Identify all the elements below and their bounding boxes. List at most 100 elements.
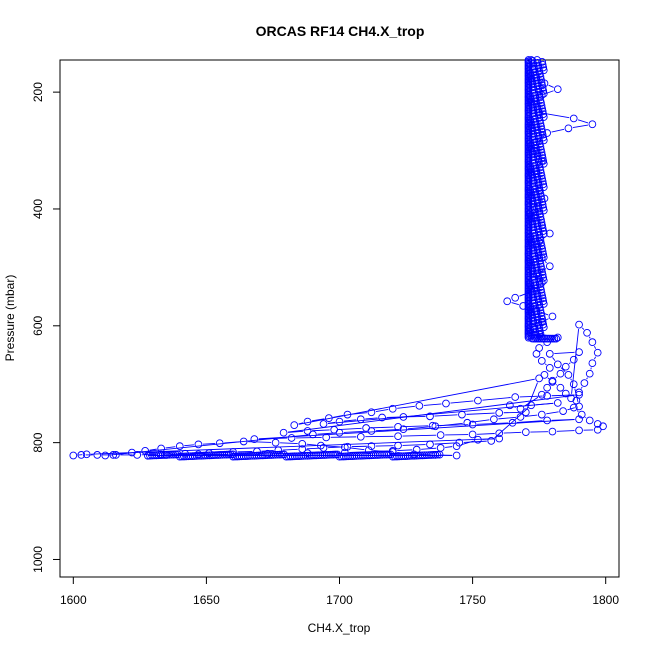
series-line-segment: [574, 388, 579, 403]
data-point: [575, 388, 583, 397]
data-point: [552, 334, 561, 343]
data-point: [541, 334, 549, 343]
data-point: [388, 404, 397, 413]
data-point: [343, 410, 352, 419]
data-point: [544, 334, 553, 343]
series-line-segment: [288, 394, 575, 433]
data-point: [356, 432, 365, 441]
data-point: [543, 383, 551, 392]
data-point: [194, 440, 203, 449]
data-point: [468, 420, 477, 429]
data-point: [553, 360, 562, 369]
series-line-segment: [588, 336, 591, 339]
data-point: [506, 401, 514, 410]
series-line-segment: [280, 442, 298, 445]
data-point: [593, 348, 602, 357]
y-tick-label: 800: [31, 432, 45, 452]
x-axis: 1600 1650 1700 1750 1800: [60, 577, 619, 607]
data-point: [548, 376, 557, 385]
data-point: [537, 357, 546, 365]
x-tick-label: 1750: [459, 593, 486, 607]
data-point: [559, 407, 567, 415]
data-point: [474, 435, 482, 444]
data-point: [543, 129, 551, 137]
series-line-segment: [568, 362, 571, 365]
data-point: [309, 430, 317, 439]
series-line-segment: [586, 377, 588, 380]
series-line-segment: [375, 428, 399, 432]
data-point: [325, 414, 333, 422]
series-line-segment: [325, 445, 341, 448]
data-point: [93, 451, 102, 459]
data-point: [428, 421, 437, 430]
data-point: [175, 442, 184, 450]
data-point: [287, 434, 296, 442]
data-point: [588, 120, 597, 129]
data-point: [378, 413, 386, 422]
data-point: [215, 439, 224, 448]
series-line-segment: [477, 433, 495, 435]
y-axis: 200 400 600 800 1000: [31, 82, 60, 573]
data-point: [109, 451, 118, 459]
series-line-segment: [594, 345, 597, 349]
y-tick-label: 600: [31, 315, 45, 335]
x-tick-label: 1600: [60, 593, 87, 607]
data-point: [540, 371, 549, 379]
series-line-segment: [202, 443, 216, 445]
data-point: [593, 425, 602, 434]
data-point: [487, 437, 496, 445]
series-line-segment: [258, 419, 575, 440]
x-tick-label: 1700: [326, 593, 353, 607]
data-point: [436, 431, 445, 439]
data-point: [569, 114, 578, 123]
data-point: [535, 374, 543, 383]
series-line-segment: [576, 410, 579, 412]
y-tick-label: 400: [31, 199, 45, 219]
series-line-segment: [511, 302, 519, 306]
series-line-segment: [554, 351, 575, 355]
data-point: [442, 399, 450, 408]
y-tick-label: 1000: [31, 546, 45, 573]
data-point: [415, 401, 424, 410]
series-line-segment: [375, 409, 389, 412]
data-point: [564, 124, 573, 133]
data-point: [543, 392, 551, 400]
series-line-segment: [551, 418, 575, 421]
x-axis-label: CH4.X_trop: [308, 621, 371, 635]
series-line-segment: [555, 376, 558, 379]
series-line-segment: [548, 84, 554, 88]
data-point: [495, 429, 504, 438]
data-point: [508, 418, 517, 427]
data-point: [580, 379, 589, 387]
series-line-segment: [551, 128, 565, 133]
data-point: [452, 442, 461, 450]
data-point: [588, 338, 597, 347]
series-line-segment: [535, 402, 554, 406]
data-point: [533, 334, 542, 343]
series-line-segment: [567, 407, 575, 411]
data-point: [436, 444, 445, 452]
data-point: [553, 85, 562, 94]
data-point: [575, 390, 583, 399]
data-point: [322, 433, 331, 442]
data-point: [585, 416, 594, 425]
data-point: [335, 428, 344, 437]
series-line-segment: [594, 356, 597, 360]
series-line-segment: [184, 444, 194, 447]
series-line-segment: [338, 427, 362, 430]
series-line-segment: [527, 382, 538, 409]
series-line-segment: [571, 329, 580, 394]
data-point: [545, 364, 554, 372]
data-point: [250, 435, 259, 443]
data-point: [569, 380, 578, 389]
data-point: [279, 428, 288, 437]
data-point: [535, 334, 544, 343]
data-point: [394, 432, 402, 441]
series-line-segment: [580, 386, 583, 389]
series-line-segment: [261, 450, 274, 452]
data-point: [516, 413, 525, 421]
data-point: [128, 448, 136, 457]
data-point: [556, 369, 565, 378]
series-line-segment: [312, 429, 330, 432]
series-line-segment: [460, 440, 474, 446]
